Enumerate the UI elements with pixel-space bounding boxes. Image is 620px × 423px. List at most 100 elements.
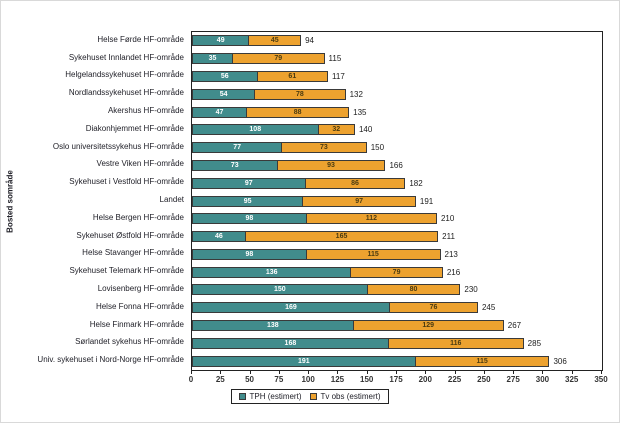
x-axis-tick-mark <box>571 370 573 374</box>
total-label: 132 <box>349 89 363 99</box>
bar-row: 47 88 135 <box>192 106 366 118</box>
x-axis-tick-label: 25 <box>215 375 225 384</box>
bar-row: 98 112 210 <box>192 213 454 225</box>
bar-row: 95 97 191 <box>192 195 433 207</box>
tv-obs-segment: 115 <box>414 355 550 367</box>
total-label: 115 <box>328 54 342 64</box>
tph-segment: 54 <box>192 88 256 100</box>
bar-row: 54 78 132 <box>192 88 363 100</box>
tv-obs-segment-value: 88 <box>293 108 302 116</box>
total-label: 166 <box>389 160 403 170</box>
x-axis-tick-mark <box>454 370 456 374</box>
bar-row: 77 73 150 <box>192 142 384 154</box>
tv-obs-segment: 93 <box>276 159 386 171</box>
tv-obs-segment: 165 <box>244 231 439 243</box>
tv-obs-segment-value: 79 <box>274 55 283 63</box>
tph-segment-value: 47 <box>215 108 224 116</box>
legend: TPH (estimert) Tv obs (estimert) <box>231 389 389 404</box>
tv-obs-segment-value: 115 <box>367 250 379 258</box>
tph-segment-value: 54 <box>219 90 228 98</box>
tph-segment-value: 136 <box>265 268 278 276</box>
tv-obs-segment: 97 <box>302 195 416 207</box>
legend-swatch-icon <box>239 393 247 400</box>
total-label: 213 <box>444 249 458 259</box>
total-label: 140 <box>358 125 373 135</box>
category-label: Vestre Viken HF-område <box>96 159 184 169</box>
tv-obs-segment: 79 <box>232 53 325 65</box>
tv-obs-segment-value: 112 <box>365 215 378 223</box>
tph-segment-value: 73 <box>230 161 239 169</box>
tv-obs-segment: 78 <box>254 88 346 100</box>
x-axis-tick-mark <box>601 370 602 374</box>
tph-segment: 169 <box>192 302 390 314</box>
legend-item: Tv obs (estimert) <box>310 392 381 401</box>
tv-obs-segment: 88 <box>246 106 350 118</box>
x-axis-tick-mark <box>249 370 251 374</box>
tv-obs-segment-value: 45 <box>270 37 279 45</box>
category-label: Univ. sykehuset i Nord-Norge HF-område <box>37 355 184 365</box>
legend-wrap: TPH (estimert) Tv obs (estimert) <box>1 389 619 404</box>
bar-row: 97 86 182 <box>192 177 423 189</box>
bar-row: 108 32 140 <box>192 124 372 136</box>
tv-obs-segment-value: 86 <box>351 179 359 187</box>
tv-obs-segment-value: 80 <box>409 286 418 294</box>
tph-segment-value: 97 <box>244 179 253 187</box>
tph-segment: 191 <box>192 355 416 367</box>
x-axis-tick-mark <box>278 370 280 374</box>
x-axis-tick-label: 350 <box>594 375 608 384</box>
total-label: 94 <box>305 36 314 46</box>
legend-label: TPH (estimert) <box>249 392 302 401</box>
tph-segment: 73 <box>192 159 278 171</box>
total-label: 191 <box>419 196 434 206</box>
tv-obs-segment: 116 <box>387 337 524 349</box>
tph-segment: 46 <box>192 231 246 243</box>
total-label: 150 <box>370 143 385 153</box>
tv-obs-segment-value: 116 <box>450 339 462 347</box>
tv-obs-segment-value: 73 <box>320 144 328 152</box>
x-axis: 0 25 50 75 100 125 150 175 200 225 250 275 300 325 350 <box>188 370 608 386</box>
bar-row: 35 79 115 <box>192 53 341 65</box>
total-label: 216 <box>446 267 461 277</box>
x-axis-tick-label: 325 <box>565 375 579 384</box>
tph-segment-value: 35 <box>208 55 217 63</box>
tv-obs-segment: 73 <box>281 142 367 154</box>
x-axis-tick-mark <box>425 370 427 374</box>
category-label: Lovisenberg HF-område <box>97 283 184 293</box>
bar-row: 168 116 285 <box>192 337 541 349</box>
x-axis-tick-mark <box>337 370 339 374</box>
total-label: 285 <box>527 338 542 348</box>
tph-segment: 47 <box>192 106 248 118</box>
tph-segment-value: 49 <box>216 37 225 45</box>
bar-row: 136 79 216 <box>192 266 460 278</box>
x-axis-tick-mark <box>513 370 515 374</box>
tv-obs-segment-value: 97 <box>355 197 363 205</box>
total-label: 306 <box>553 356 567 366</box>
tph-segment-value: 95 <box>243 197 252 205</box>
category-label: Helse Førde HF-område <box>97 34 184 44</box>
tv-obs-segment-value: 79 <box>392 268 401 276</box>
legend-swatch-icon <box>310 393 318 400</box>
x-axis-tick-label: 0 <box>188 375 194 384</box>
tv-obs-segment-value: 115 <box>476 357 488 365</box>
tph-segment: 77 <box>192 142 283 154</box>
bar-row: 73 93 166 <box>192 159 403 171</box>
category-label: Sykehuset Telemark HF-område <box>69 266 184 276</box>
x-axis-tick-label: 275 <box>506 375 520 384</box>
bar-row: 150 80 230 <box>192 284 478 296</box>
x-axis-tick-label: 200 <box>418 375 432 384</box>
tph-segment: 138 <box>192 320 354 332</box>
tph-segment: 168 <box>192 337 389 349</box>
tph-segment-value: 56 <box>220 72 229 80</box>
category-label: Helse Fonna HF-område <box>95 301 184 311</box>
category-label: Oslo universitetssykehus HF-område <box>52 141 184 151</box>
total-label: 267 <box>507 321 522 331</box>
tph-segment-value: 169 <box>285 304 297 312</box>
total-label: 211 <box>442 232 455 242</box>
tv-obs-segment: 76 <box>388 302 478 314</box>
x-axis-tick-label: 250 <box>477 375 491 384</box>
total-label: 117 <box>332 71 345 81</box>
total-label: 210 <box>440 214 455 224</box>
tv-obs-segment: 80 <box>366 284 461 296</box>
x-axis-tick-label: 150 <box>360 375 374 384</box>
